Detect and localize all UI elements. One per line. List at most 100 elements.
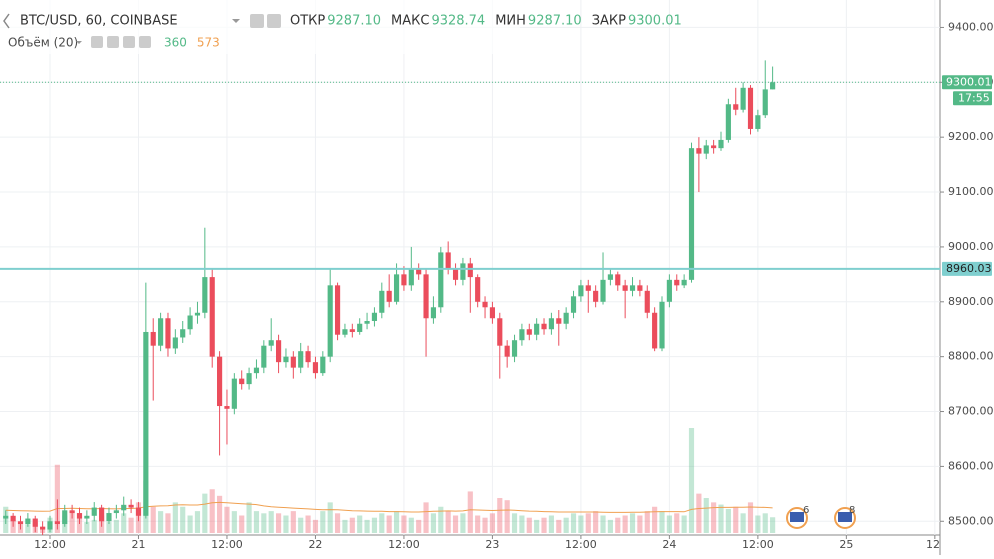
candle-body	[755, 115, 761, 129]
candle-body	[275, 340, 282, 363]
volume-bar	[121, 513, 127, 533]
overlays: 8960.03 9300.01 17:55	[0, 75, 992, 276]
volume-ma-line	[5, 501, 773, 513]
candle-body	[217, 356, 223, 407]
ohlc-name: МАКС	[391, 14, 429, 29]
eye-button[interactable]	[250, 14, 264, 28]
volume-bar	[622, 515, 628, 533]
dropdown-icon[interactable]	[76, 41, 82, 44]
event-count: 8	[849, 505, 855, 516]
add-button[interactable]	[123, 36, 135, 48]
volume-bar	[740, 513, 746, 533]
candle-body	[600, 279, 606, 302]
y-tick-label: 9400.00	[948, 20, 994, 33]
volume-bar	[239, 515, 245, 533]
volume-bar	[755, 515, 761, 533]
volume-bar	[357, 515, 363, 533]
candle-body	[312, 362, 319, 374]
close-button[interactable]	[139, 36, 151, 48]
candle-body	[711, 145, 717, 149]
y-tick-label: 9000.00	[948, 240, 994, 253]
candle-body	[113, 510, 119, 514]
volume-bar	[438, 506, 444, 533]
candle-body	[143, 331, 149, 516]
candle-body	[379, 290, 385, 313]
candle-body	[76, 513, 83, 519]
price-tag	[942, 75, 992, 90]
volume-bar	[534, 519, 540, 533]
ohlc-name: ОТКР	[290, 14, 325, 29]
volume-bar	[696, 493, 702, 533]
level-tag-label: 8960.03	[946, 262, 992, 275]
volume-bar	[334, 513, 341, 533]
symbol-title[interactable]: BTC/USD, 60, COINBASE	[20, 14, 178, 29]
candle-body	[703, 145, 709, 154]
candle-body	[290, 356, 296, 368]
y-tick-label: 8500.00	[948, 514, 994, 527]
volume-bar	[275, 513, 282, 533]
candle-body	[239, 378, 245, 385]
volume-bar	[320, 511, 326, 533]
settings-button[interactable]	[107, 36, 119, 48]
volume-bar	[25, 524, 31, 533]
volume-bar	[607, 519, 613, 533]
candle-body	[298, 351, 304, 368]
volume-bar	[386, 515, 392, 533]
candle-body	[158, 318, 164, 346]
candle-body	[629, 285, 636, 291]
settings-button[interactable]	[267, 14, 281, 28]
y-tick-label: 8800.00	[948, 350, 994, 363]
volume-bar	[688, 428, 695, 533]
volume-bar	[733, 506, 739, 533]
volume-bar	[54, 464, 60, 533]
event-badges: 6 8	[786, 505, 856, 529]
candle-body	[408, 268, 414, 286]
volume-bar	[563, 517, 569, 533]
candle-body	[504, 345, 510, 357]
candle-body	[99, 507, 105, 522]
time-tag-label: 17:55	[958, 91, 990, 104]
candle-body	[475, 277, 481, 302]
candle-body	[187, 315, 193, 330]
candle-body	[652, 312, 658, 349]
volume-bar	[578, 515, 584, 533]
eye-button[interactable]	[91, 36, 103, 48]
volume-bar	[290, 511, 296, 533]
candle-body	[349, 329, 355, 332]
candle-body	[32, 518, 38, 527]
volume-bar	[364, 519, 370, 533]
volume-bar	[681, 515, 687, 533]
dropdown-icon[interactable]	[232, 19, 240, 23]
event-count: 6	[803, 505, 809, 516]
candle-body	[681, 279, 687, 286]
volume-bar	[423, 502, 429, 533]
volume-bar	[180, 506, 186, 533]
candle-body	[180, 329, 186, 338]
volume-bar	[526, 517, 532, 533]
candle-body	[320, 356, 326, 374]
candle-body	[84, 515, 90, 519]
collapse-icon[interactable]	[3, 13, 10, 29]
volume-bar	[187, 515, 193, 533]
candle-body	[563, 312, 569, 324]
candle-body	[460, 263, 466, 280]
y-tick-label: 9100.00	[948, 185, 994, 198]
candle-body	[172, 337, 178, 349]
candle-body	[548, 318, 554, 330]
volume-bar	[349, 517, 355, 533]
candle-body	[202, 277, 208, 313]
candle-body	[246, 373, 252, 385]
volume-bar	[268, 511, 274, 533]
candle-body	[54, 521, 60, 525]
candle-body	[268, 340, 274, 346]
candle-body	[261, 345, 267, 368]
volume-bar	[725, 508, 731, 533]
candle-body	[696, 148, 702, 154]
volume-bar	[379, 513, 385, 533]
volume-bar	[519, 515, 525, 533]
volume-bar	[194, 511, 201, 533]
volume-bar	[224, 506, 230, 533]
